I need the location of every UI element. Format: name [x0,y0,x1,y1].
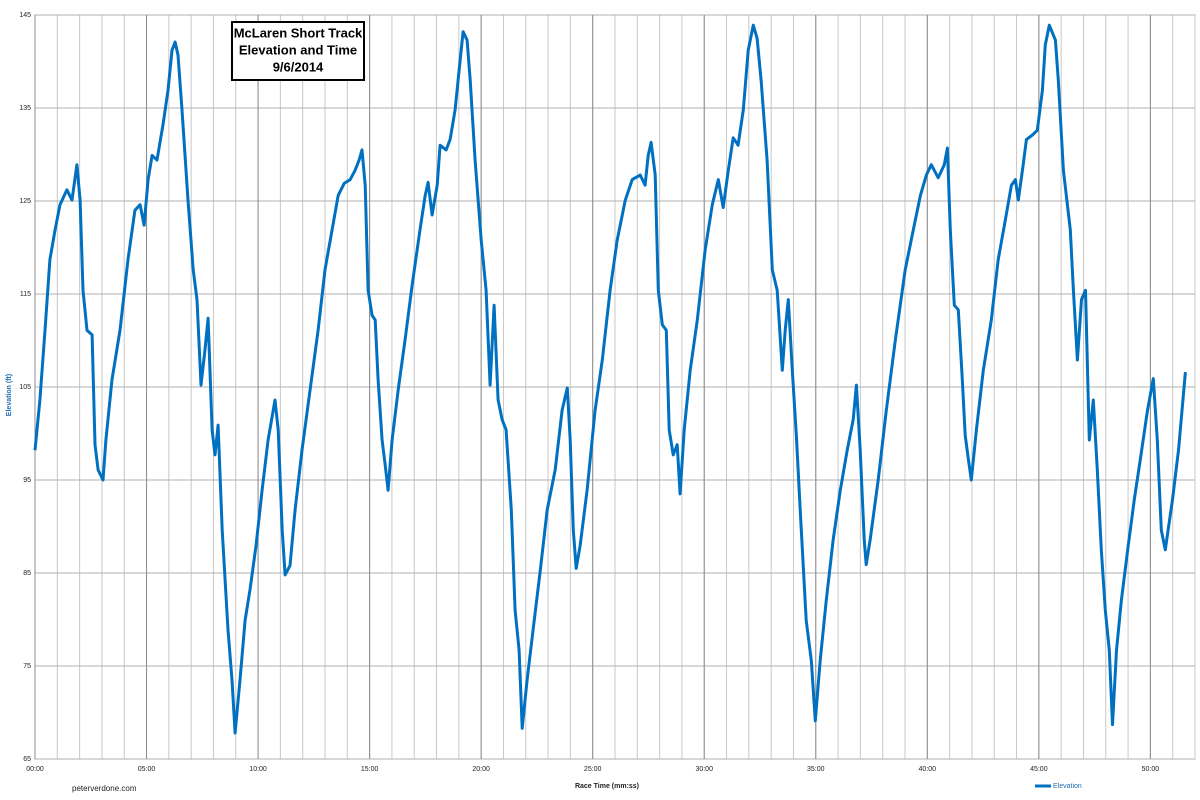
elevation-line [33,23,1187,735]
x-tick-label: 50:00 [1142,766,1160,773]
source: peterverdone.com [72,784,137,793]
y-tick-label: 145 [19,12,31,19]
x-tick-label: 20:00 [472,766,490,773]
y-tick-label: 115 [20,291,31,298]
y-tick-label: 125 [19,198,31,205]
chart-title: 9/6/2014 [273,59,324,74]
x-tick-label: 25:00 [584,766,602,773]
chart-title: McLaren Short Track [234,25,363,40]
x-tick-label: 15:00 [361,766,379,773]
x-axis-label: Race Time (mm:ss) [575,783,639,790]
x-tick-label: 40:00 [919,766,937,773]
x-tick-label: 10:00 [249,766,267,773]
x-tick-label: 05:00 [138,766,156,773]
y-tick-label: 65 [23,756,31,763]
y-tick-label: 95 [23,477,31,484]
legend-label: Elevation [1053,783,1082,790]
y-tick-label: 105 [19,384,31,391]
x-tick-label: 35:00 [807,766,825,773]
title-frame [231,21,365,81]
x-tick-label: 30:00 [695,766,713,773]
title-box: McLaren Short Track Elevation and Time 9/6… [231,21,365,81]
y-axis-label: Elevation (ft) [6,374,13,416]
y-tick-label: 75 [23,663,31,670]
x-tick-label: 45:00 [1030,766,1048,773]
y-tick-label: 85 [23,570,31,577]
y-tick-label: 135 [19,105,31,112]
chart-title: Elevation and Time [239,42,357,57]
x-tick-label: 00:00 [26,766,44,773]
